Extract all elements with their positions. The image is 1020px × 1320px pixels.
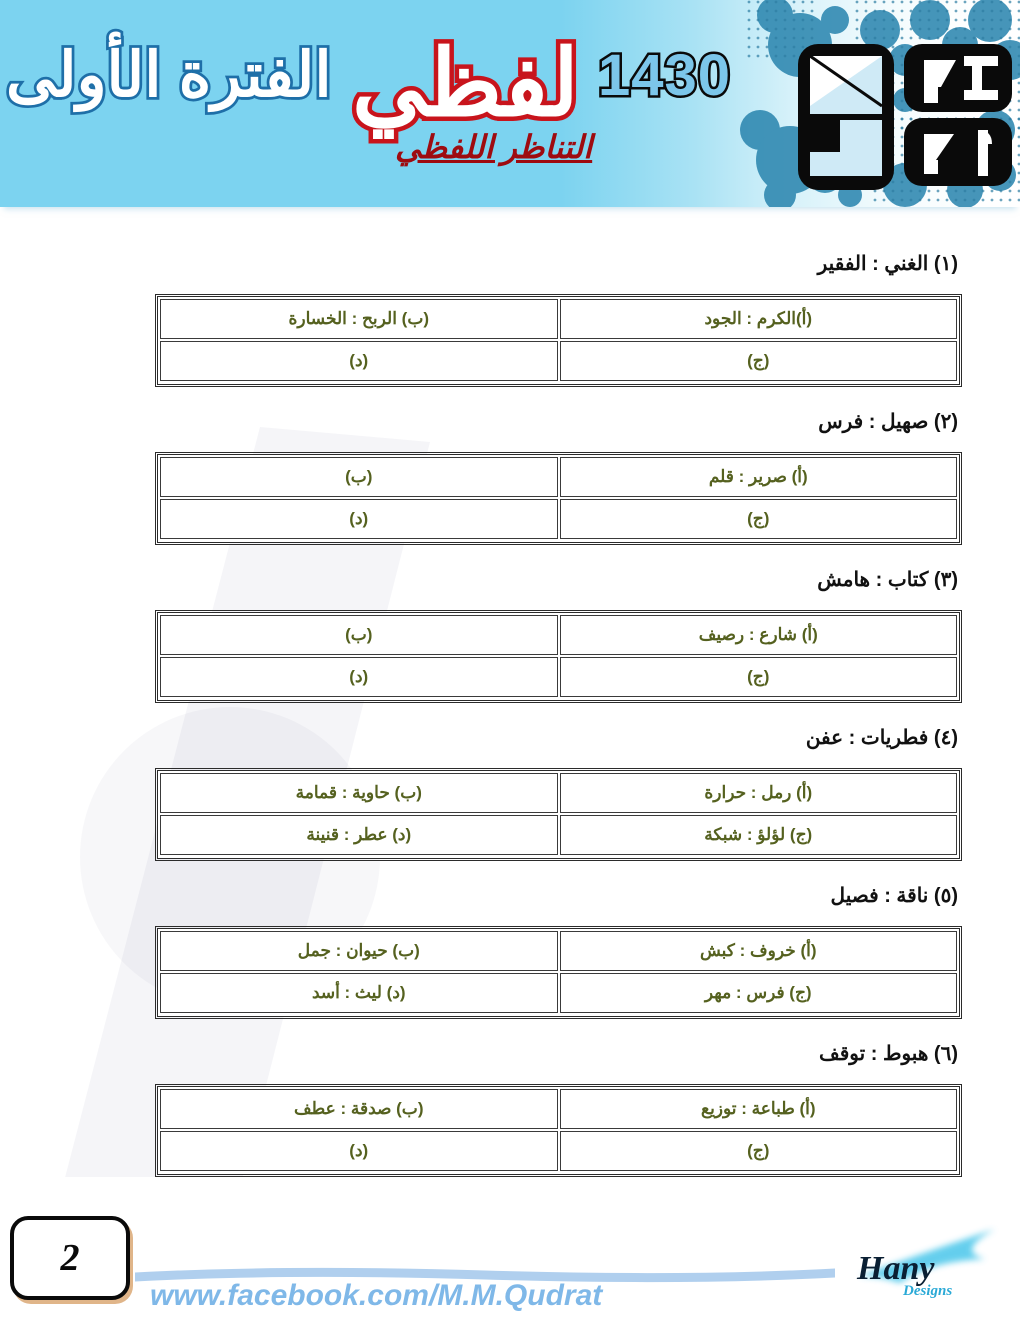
svg-text:Hany: Hany bbox=[856, 1250, 935, 1287]
svg-text:Designs: Designs bbox=[902, 1283, 952, 1299]
